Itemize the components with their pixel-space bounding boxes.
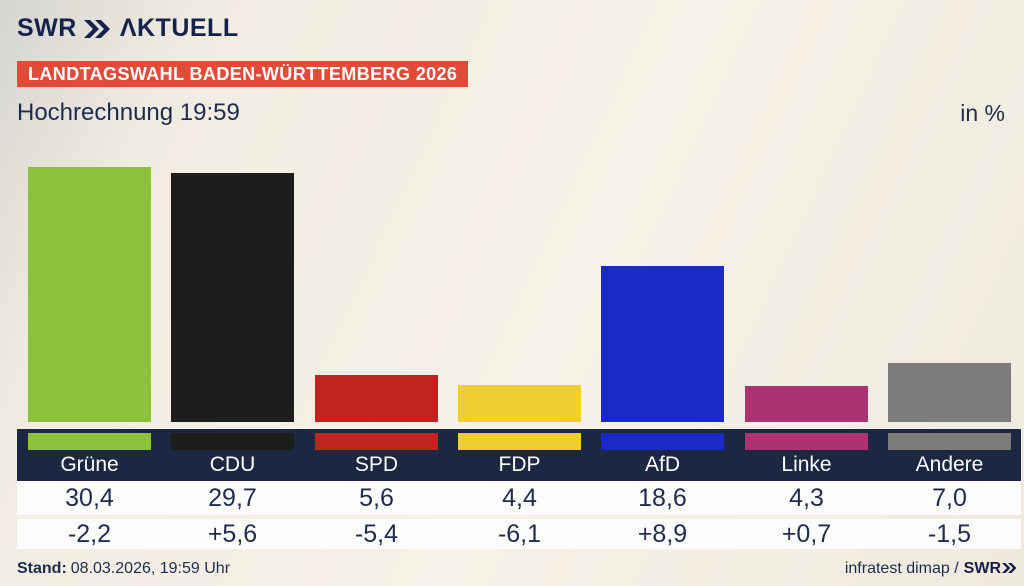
unit-label: in % [960, 100, 1005, 126]
party-label-afd: AfD [644, 453, 680, 476]
change-value-spd: -5,4 [354, 520, 399, 548]
result-value-fdp: 4,4 [502, 484, 537, 512]
swatch-afd [601, 433, 724, 450]
bar-linke [745, 386, 868, 422]
result-value-gruene: 30,4 [65, 484, 114, 512]
party-label-cdu: CDU [209, 453, 256, 476]
result-value-andere: 7,0 [932, 484, 967, 512]
double-chevron-right-icon [83, 19, 111, 38]
result-value-spd: 5,6 [359, 484, 394, 512]
stand-timestamp: Stand: 08.03.2026, 19:59 Uhr [17, 560, 230, 578]
result-value-cdu: 29,7 [208, 484, 257, 512]
swatch-spd [315, 433, 438, 450]
logo-section-text: ΛKTUELL [119, 14, 239, 42]
swatch-linke [745, 433, 868, 450]
swatch-fdp [458, 433, 581, 450]
party-label-fdp: FDP [498, 453, 541, 476]
swatch-gruene [28, 433, 151, 450]
swatch-cdu [171, 433, 294, 450]
source-text: infratest dimap / [844, 560, 959, 577]
swr-aktuell-logo: SWR ΛKTUELL [17, 14, 239, 43]
change-value-linke: +0,7 [781, 520, 832, 548]
party-label-gruene: Grüne [60, 453, 119, 476]
election-badge: LANDTAGSWAHL BADEN-WÜRTTEMBERG 2026 [17, 61, 469, 87]
bar-cdu [171, 173, 294, 422]
source-brand: SWR [964, 560, 1017, 578]
result-value-linke: 4,3 [789, 484, 824, 512]
change-value-afd: +8,9 [637, 520, 688, 548]
change-row: -2,2 +5,6 -5,4 -6,1 +8,9 +0,7 -1,5 [17, 519, 1021, 549]
party-label-linke: Linke [781, 453, 832, 476]
page-title: Hochrechnung 19:59 [17, 99, 240, 126]
change-value-gruene: -2,2 [67, 520, 112, 548]
bar-spd [315, 375, 438, 422]
change-value-andere: -1,5 [927, 520, 972, 548]
change-value-cdu: +5,6 [207, 520, 258, 548]
bar-afd [601, 266, 724, 422]
bar-chart: 30,4 29,7 5,6 4,4 18,6 4,3 7,0 -2,2 +5,6 -5,4 -6,… [17, 0, 1021, 586]
double-chevron-right-icon [1002, 560, 1017, 578]
party-label-spd: SPD [354, 453, 399, 476]
bar-fdp [458, 385, 581, 422]
swatch-andere [888, 433, 1011, 450]
bar-gruene [28, 167, 151, 422]
party-label-andere: Andere [915, 453, 984, 476]
stand-label: Stand: [17, 560, 67, 577]
change-value-fdp: -6,1 [497, 520, 542, 548]
stand-value: 08.03.2026, 19:59 Uhr [70, 560, 231, 577]
bar-andere [888, 363, 1011, 422]
swr-logo-text: SWR [17, 14, 77, 42]
source-credit: infratest dimap / SWR [845, 560, 1017, 578]
result-row: 30,4 29,7 5,6 4,4 18,6 4,3 7,0 [17, 481, 1021, 515]
source-brand-text: SWR [963, 560, 1001, 577]
result-value-afd: 18,6 [638, 484, 687, 512]
